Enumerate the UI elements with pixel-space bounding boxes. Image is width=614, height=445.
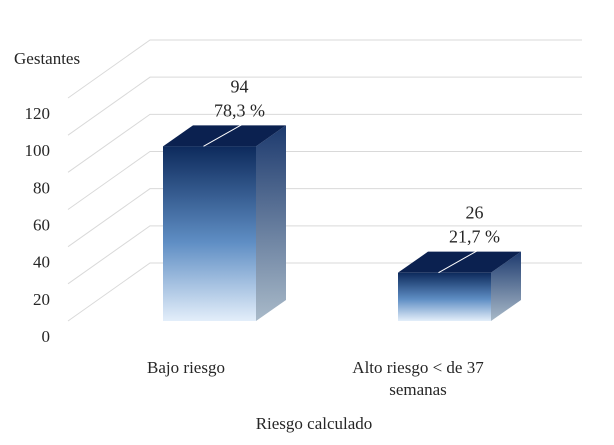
gridline bbox=[67, 188, 582, 248]
gridline bbox=[67, 76, 582, 136]
y-axis-title: Gestantes bbox=[14, 49, 80, 68]
gridline bbox=[67, 151, 582, 210]
gridline bbox=[67, 39, 582, 99]
x-axis-categories: Bajo riesgo Alto riesgo < de 37 semanas bbox=[147, 358, 484, 399]
x-tick-label: Bajo riesgo bbox=[147, 358, 225, 377]
bar-front-face bbox=[163, 146, 256, 321]
bar-side-face bbox=[256, 125, 286, 321]
bar bbox=[163, 125, 286, 321]
y-tick-label: 20 bbox=[33, 290, 50, 309]
label-leader-line bbox=[438, 246, 485, 274]
bars bbox=[163, 125, 521, 321]
y-tick-label: 60 bbox=[33, 216, 50, 235]
x-axis-title: Riesgo calculado bbox=[256, 414, 373, 433]
bar-top-face bbox=[398, 251, 521, 273]
x-tick-label: semanas bbox=[389, 380, 447, 399]
y-tick-label: 100 bbox=[25, 141, 51, 160]
gridline bbox=[67, 225, 582, 285]
data-label-percent: 21,7 % bbox=[449, 227, 500, 247]
y-tick-label: 40 bbox=[33, 253, 50, 272]
gridline bbox=[67, 113, 582, 173]
data-label-percent: 78,3 % bbox=[214, 100, 265, 120]
gridlines bbox=[67, 39, 582, 322]
x-tick-label: Alto riesgo < de 37 bbox=[352, 358, 484, 377]
y-tick-label: 120 bbox=[25, 104, 51, 123]
y-tick-label: 0 bbox=[42, 327, 51, 346]
data-label-value: 26 bbox=[466, 203, 484, 223]
y-tick-label: 80 bbox=[33, 178, 50, 197]
bar-side-face bbox=[491, 251, 521, 321]
label-leader-line bbox=[203, 119, 250, 147]
data-label-value: 94 bbox=[231, 76, 249, 96]
data-labels: 94 78,3 % 26 21,7 % bbox=[203, 76, 500, 274]
bar-front-face bbox=[398, 272, 491, 321]
bar bbox=[398, 251, 521, 321]
y-axis-ticks: 0 20 40 60 80 100 120 bbox=[25, 104, 51, 346]
bar-top-face bbox=[163, 125, 286, 147]
